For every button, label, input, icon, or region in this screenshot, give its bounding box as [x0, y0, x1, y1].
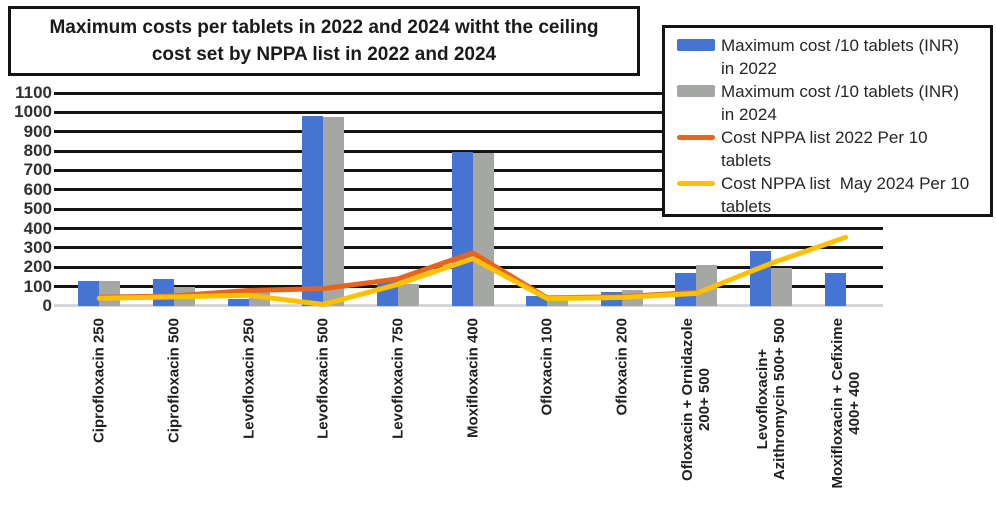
- y-tick-label: 400: [23, 218, 52, 238]
- legend-item: Maximum cost /10 tablets (INR) in 2024: [677, 80, 986, 126]
- swatch-shape: [677, 39, 715, 51]
- x-category-label-text: Ofloxacin 200: [613, 318, 631, 416]
- legend-label: Cost NPPA list 2022 Per 10 tablets: [721, 128, 928, 170]
- legend-bar-swatch-icon: [677, 34, 721, 51]
- legend-item: Maximum cost /10 tablets (INR) in 2022: [677, 34, 986, 80]
- bar-2022: [227, 299, 249, 306]
- legend-label: Maximum cost /10 tablets (INR) in 2024: [721, 82, 960, 124]
- swatch-shape: [677, 181, 715, 186]
- x-category-label-text: Ciprofloxacin 250: [90, 318, 108, 444]
- bar-2024: [323, 117, 345, 306]
- bar-2024: [771, 268, 793, 306]
- legend: Maximum cost /10 tablets (INR) in 2022 Ma…: [662, 25, 993, 217]
- bar-2022: [302, 116, 324, 306]
- line-nppa-2022: [96, 250, 699, 301]
- x-category-label-text: Ofloxacin 100: [538, 318, 556, 416]
- y-tick-label: 900: [23, 121, 52, 141]
- bar-2024: [397, 283, 419, 306]
- gridline: [54, 149, 883, 153]
- legend-label: Maximum cost /10 tablets (INR) in 2022: [721, 36, 960, 78]
- x-category-label-text: Moxifloxacin 400: [464, 318, 481, 439]
- x-category-label-text: Ofloxacin + Ornidazole 200+ 500: [679, 318, 714, 481]
- bar-2024: [547, 297, 569, 306]
- line-series-layer: [96, 234, 849, 307]
- x-category-label-text: Levofloxacin 750: [389, 318, 407, 439]
- legend-line-swatch-icon: [677, 126, 721, 140]
- swatch-shape: [677, 85, 715, 97]
- y-tick-label: 1000: [14, 102, 52, 122]
- swatch-shape: [677, 135, 715, 140]
- gridline: [54, 130, 883, 134]
- legend-item: Cost NPPA list 2022 Per 10 tablets: [677, 126, 986, 172]
- y-tick-label: 0: [42, 296, 52, 315]
- bar-2022: [526, 296, 548, 306]
- legend-label: Cost NPPA list May 2024 Per 10 tablets: [721, 174, 970, 216]
- x-category-label-text: Levofloxacin 250: [240, 318, 258, 439]
- bar-2022: [824, 273, 846, 306]
- x-category-label-text: Ciprofloxacin 500: [165, 318, 183, 444]
- y-tick-label: 500: [23, 199, 52, 219]
- bar-2024: [696, 265, 718, 306]
- x-category-label-text: Moxifloxacin + Cefixime 400+ 400: [828, 318, 863, 489]
- x-category-label-text: Levofloxacin 500: [314, 318, 332, 439]
- plot-area: [54, 91, 883, 307]
- bar-2022: [675, 273, 697, 306]
- legend-line-swatch-icon: [677, 172, 721, 186]
- y-tick-label: 300: [23, 237, 52, 257]
- line-nppa-may-2024: [96, 234, 849, 307]
- gridline: [54, 110, 883, 114]
- y-tick-label: 100: [23, 276, 52, 296]
- y-tick-label: 200: [23, 257, 52, 277]
- y-tick-label: 600: [23, 179, 52, 199]
- bar-2022: [78, 280, 100, 306]
- gridline: [54, 91, 883, 95]
- chart-title-box: Maximum costs per tablets in 2022 and 20…: [8, 6, 640, 76]
- legend-bar-swatch-icon: [677, 80, 721, 97]
- chart-title: Maximum costs per tablets in 2022 and 20…: [49, 17, 599, 65]
- y-tick-label: 800: [23, 141, 52, 161]
- legend-item: Cost NPPA list May 2024 Per 10 tablets: [677, 172, 986, 218]
- y-tick-label: 700: [23, 160, 52, 180]
- y-tick-label: 1100: [15, 83, 52, 102]
- bar-2022: [451, 152, 473, 306]
- x-category-label-text: Levofloxacin+ Azithromycin 500+ 500: [754, 318, 789, 481]
